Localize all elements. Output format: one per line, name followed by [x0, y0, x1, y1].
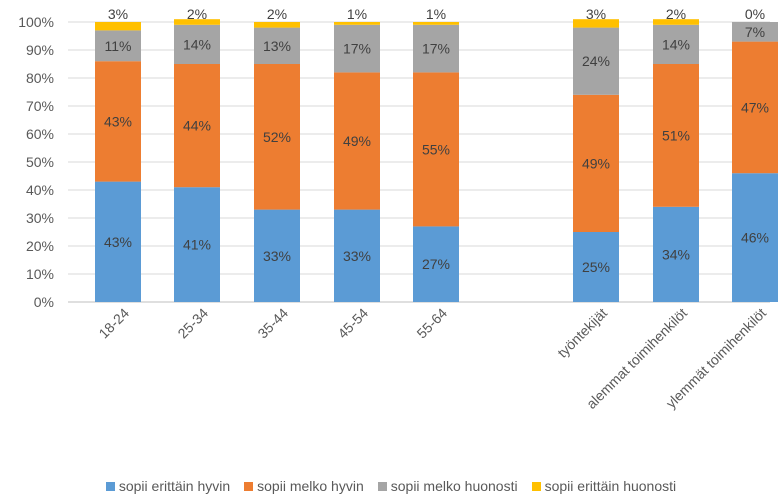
data-label: 1% [347, 6, 367, 22]
bar-segment [573, 94, 619, 232]
bar-segment [732, 173, 778, 302]
bar-segment [334, 72, 380, 210]
legend-item-erittain-hyvin: sopii erittäin hyvin [105, 478, 231, 494]
data-label: 25% [582, 259, 610, 275]
bar-segment [653, 64, 699, 207]
data-label: 34% [662, 246, 690, 262]
y-tick-label: 20% [26, 238, 54, 254]
bar-segment [732, 22, 778, 42]
data-label: 2% [666, 6, 686, 22]
data-label: 33% [343, 248, 371, 264]
data-label: 2% [267, 6, 287, 22]
legend-label: sopii melko huonosti [390, 478, 518, 494]
bar-segment [413, 226, 459, 302]
data-labels: 43% 43% 11% 3% 41% 44% 14% 2% 33% 52% 13% 2% 33% 49% 1… [104, 6, 769, 275]
bar-segment [254, 209, 300, 302]
data-label: 44% [183, 118, 211, 134]
data-label: 17% [343, 41, 371, 57]
bar-segment [413, 22, 459, 25]
data-label: 7% [745, 24, 765, 40]
bar-segment [334, 22, 380, 25]
data-label: 14% [183, 36, 211, 52]
bar-segment [413, 72, 459, 227]
data-label: 13% [263, 38, 291, 54]
y-tick-label: 30% [26, 210, 54, 226]
bar-segment [653, 19, 699, 25]
x-axis: 18-24 25-34 35-44 45-54 55-64 työntekijätalem… [95, 305, 769, 412]
bar-segment [95, 181, 141, 302]
data-label: 11% [105, 38, 132, 54]
legend-swatch [105, 481, 115, 491]
data-label: 17% [422, 41, 450, 57]
bar-segment [254, 27, 300, 65]
y-tick-label: 90% [26, 42, 54, 58]
data-label: 52% [263, 129, 291, 145]
data-label: 43% [104, 113, 132, 129]
data-label: 33% [263, 248, 291, 264]
bar-segment [413, 24, 459, 73]
bar-segment [573, 232, 619, 302]
data-label: 41% [183, 237, 211, 253]
bar-segment [573, 19, 619, 28]
x-tick-label: 45-54 [334, 305, 371, 342]
data-label: 24% [582, 53, 610, 69]
bar-segment [174, 187, 220, 302]
y-tick-label: 40% [26, 182, 54, 198]
y-axis: 0% 10% 20% 30% 40% 50% 60% 70% 80% 90% 100% [18, 14, 54, 310]
data-label: 55% [422, 141, 450, 157]
y-tick-label: 80% [26, 70, 54, 86]
data-label: 49% [582, 155, 610, 171]
data-label: 27% [422, 256, 450, 272]
bar-segment [334, 24, 380, 73]
data-label: 43% [104, 234, 132, 250]
data-label: 51% [662, 127, 690, 143]
bar-segment [254, 64, 300, 210]
bar-segment [732, 41, 778, 174]
x-tick-label: työntekijät [554, 305, 610, 361]
legend-label: sopii erittäin huonosti [544, 478, 677, 494]
y-tick-label: 50% [26, 154, 54, 170]
bar-segment [95, 61, 141, 182]
bar-segment [95, 30, 141, 62]
x-tick-label: 55-64 [413, 305, 450, 342]
data-label: 3% [586, 6, 606, 22]
y-tick-label: 60% [26, 126, 54, 142]
bar-segment [573, 27, 619, 95]
legend-item-erittain-huonosti: sopii erittäin huonosti [531, 478, 677, 494]
legend: sopii erittäin hyvin sopii melko hyvin s… [0, 478, 782, 494]
x-tick-label: 25-34 [174, 305, 211, 342]
bar-segment [254, 22, 300, 28]
data-label: 2% [187, 6, 207, 22]
bar-segment [653, 206, 699, 302]
legend-item-melko-huonosti: sopii melko huonosti [377, 478, 518, 494]
legend-swatch [377, 481, 387, 491]
legend-label: sopii melko hyvin [257, 478, 364, 494]
x-tick-label: 18-24 [95, 305, 132, 342]
bar-segment [334, 209, 380, 302]
y-tick-label: 0% [34, 294, 54, 310]
bar-segment [653, 24, 699, 64]
data-label: 1% [426, 6, 446, 22]
data-label: 3% [108, 6, 128, 22]
legend-label: sopii erittäin hyvin [118, 478, 231, 494]
y-tick-label: 70% [26, 98, 54, 114]
bars [95, 19, 778, 302]
bar-segment [174, 64, 220, 188]
legend-swatch [531, 481, 541, 491]
data-label: 14% [662, 36, 690, 52]
y-tick-label: 100% [18, 14, 54, 30]
data-label: 0% [745, 6, 765, 22]
bar-segment [95, 22, 141, 31]
data-label: 49% [343, 133, 371, 149]
bar-segment [174, 24, 220, 64]
bar-segment [174, 19, 220, 25]
y-tick-label: 10% [26, 266, 54, 282]
x-tick-label: 35-44 [254, 305, 291, 342]
legend-item-melko-hyvin: sopii melko hyvin [244, 478, 364, 494]
data-label: 47% [741, 99, 769, 115]
legend-swatch [244, 481, 254, 491]
data-label: 46% [741, 230, 769, 246]
